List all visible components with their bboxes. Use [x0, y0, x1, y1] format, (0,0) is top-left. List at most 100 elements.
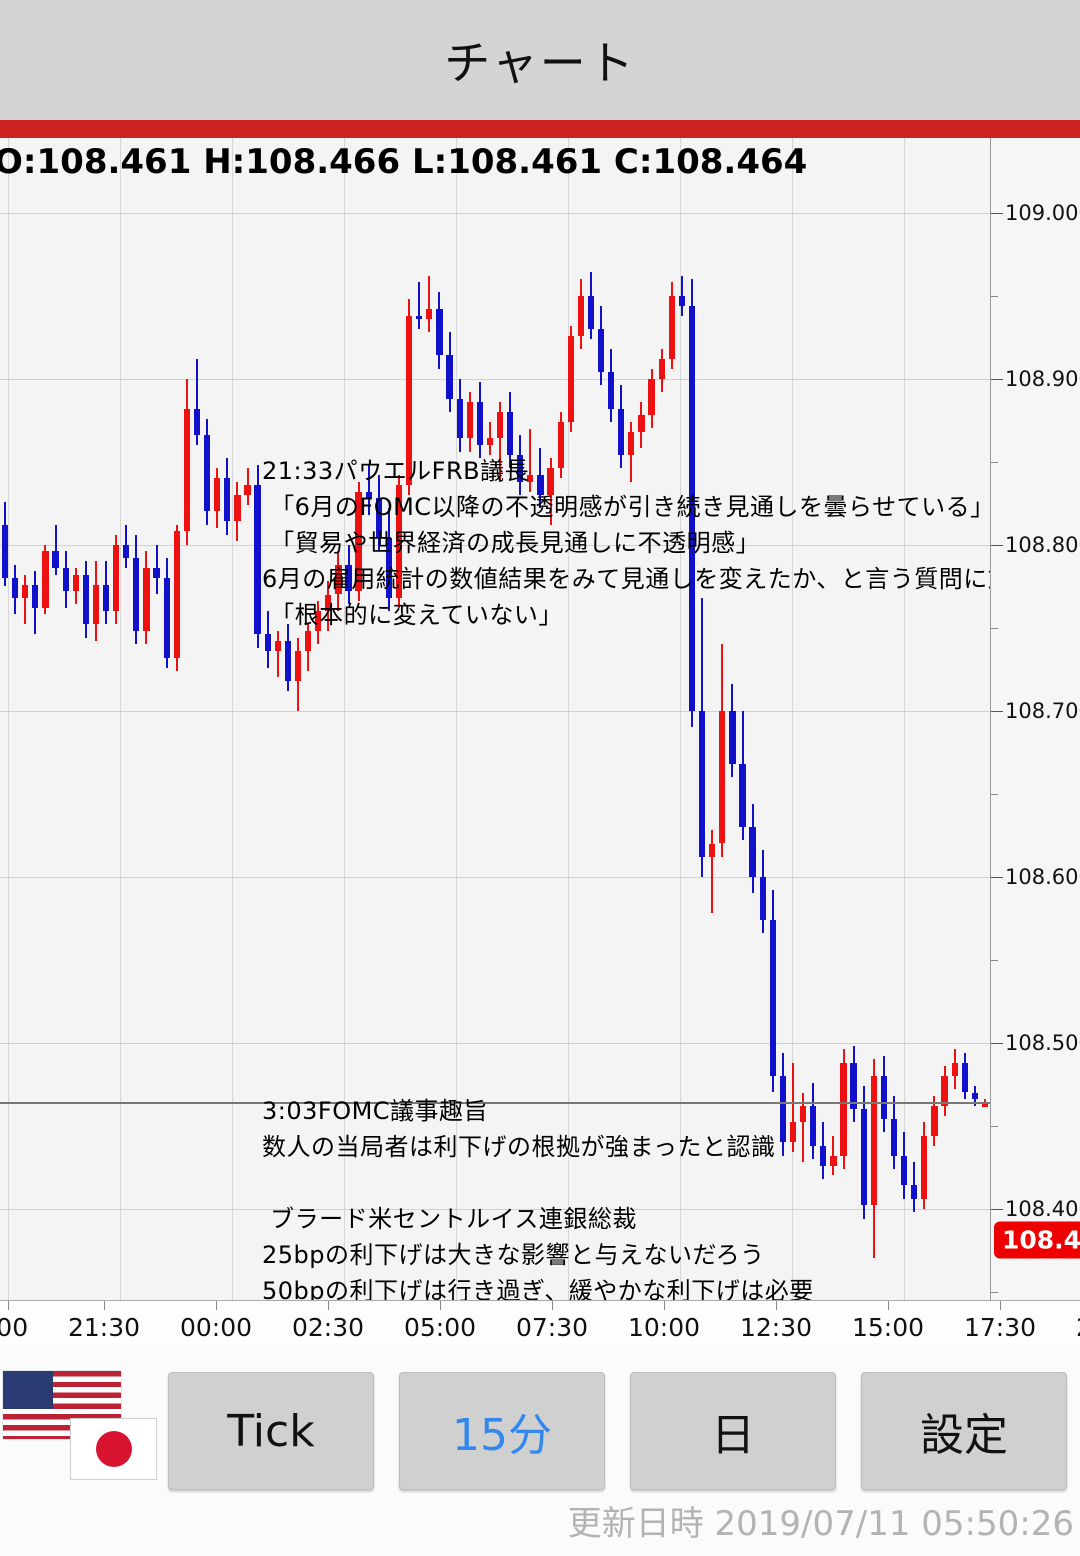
powell-annotation: 21:33パウエルFRB議長 「6月のFOMC以降の不透明感が引き続き見通しを曇…	[262, 457, 990, 629]
time-tick-mark	[8, 1301, 9, 1310]
candle-body	[375, 498, 382, 539]
price-tick-mark-minor	[991, 1291, 998, 1293]
candle-body	[274, 640, 281, 651]
candle-body	[739, 763, 746, 827]
candle-body	[123, 544, 130, 558]
time-tick-label: 12:30	[739, 1313, 813, 1342]
candle-body	[82, 574, 89, 625]
candle-body	[709, 843, 716, 857]
time-tick-label: 17:30	[963, 1313, 1037, 1342]
candle-body	[355, 491, 362, 592]
candle-wick	[680, 275, 683, 316]
candle-body	[799, 1105, 807, 1123]
timeframe-button-tick[interactable]: Tick	[168, 1372, 374, 1490]
price-tick-label: 109.000	[1005, 200, 1080, 225]
candle-body	[92, 584, 100, 625]
timeframe-button-daily[interactable]: 日	[630, 1372, 836, 1490]
candle-body	[678, 295, 685, 306]
candle-body	[264, 634, 271, 651]
candle-body	[426, 308, 433, 319]
candle-body	[527, 474, 534, 482]
candle-body	[284, 640, 292, 681]
candle-body	[628, 431, 635, 456]
candle-wick	[529, 428, 532, 492]
bottom-toolbar: Tick 15分日設定 更新日時 2019/07/11 05:50:26	[0, 1350, 1080, 1556]
time-tick-mark	[328, 1301, 329, 1310]
price-tick-mark	[991, 212, 1003, 214]
price-tick-label: 108.900	[1005, 366, 1080, 391]
candle-wick	[418, 282, 421, 329]
candle-body	[62, 567, 69, 592]
time-tick-label: :00	[0, 1313, 29, 1342]
candle-wick	[276, 631, 279, 678]
candle-body	[941, 1075, 948, 1106]
candle-body	[416, 315, 423, 319]
price-tick-label: 108.500	[1005, 1030, 1080, 1055]
candle-body	[648, 378, 655, 416]
candle-body	[52, 551, 59, 568]
vertical-gridline	[568, 138, 569, 1300]
candle-body	[203, 435, 211, 512]
time-tick-mark	[104, 1301, 105, 1310]
candle-body	[224, 478, 231, 522]
candle-body	[789, 1122, 797, 1143]
time-tick-label: 02:30	[291, 1313, 365, 1342]
price-axis: 109.000 108.900 108.800 108.700 108.600 108.5…	[990, 138, 1080, 1300]
candle-body	[698, 710, 706, 857]
candle-wick	[195, 358, 198, 446]
candle-body	[214, 478, 221, 512]
price-tick-mark	[991, 1042, 1003, 1044]
current-price-badge: 108.464	[994, 1221, 1080, 1259]
candle-body	[951, 1062, 958, 1076]
candle-body	[395, 484, 403, 598]
time-tick-mark	[216, 1301, 217, 1310]
price-tick-mark-minor	[991, 295, 998, 297]
candle-body	[22, 584, 29, 598]
candle-body	[779, 1075, 787, 1143]
candle-body	[810, 1105, 817, 1146]
candle-body	[759, 876, 766, 920]
price-tick-label: 108.400	[1005, 1196, 1080, 1221]
candle-body	[436, 308, 443, 356]
candle-body	[547, 468, 554, 495]
vertical-gridline	[8, 138, 9, 1300]
horizontal-gridline	[0, 876, 990, 878]
candle-wick	[499, 401, 502, 482]
candle-body	[961, 1062, 968, 1093]
candle-body	[901, 1155, 908, 1186]
vertical-gridline	[680, 138, 681, 1300]
candle-body	[557, 421, 564, 469]
candle-body	[133, 557, 140, 631]
ohlc-readout: O:108.461 H:108.466 L:108.461 C:108.464	[0, 142, 808, 182]
candle-body	[517, 455, 524, 482]
timeframe-button-15min[interactable]: 15分	[399, 1372, 605, 1490]
candle-body	[102, 584, 110, 612]
candle-body	[618, 408, 625, 456]
candle-body	[719, 710, 726, 844]
time-axis: :00 21:30 00:00 02:30 05:00 07:30 10:00 12:30 15…	[0, 1300, 1080, 1350]
candle-body	[971, 1092, 978, 1100]
time-tick-label: 21:30	[67, 1313, 141, 1342]
candle-body	[608, 372, 615, 409]
candle-body	[173, 531, 180, 658]
candle-body	[254, 484, 261, 635]
candle-wick	[802, 1092, 805, 1163]
last-updated-text: 更新日時 2019/07/11 05:50:26	[567, 1504, 1074, 1544]
candle-body	[406, 315, 413, 485]
candle-body	[1, 524, 9, 578]
timeframe-button-settings[interactable]: 設定	[861, 1372, 1067, 1490]
usd-flag-canton	[3, 1371, 53, 1409]
candle-body	[860, 1109, 867, 1206]
chart-panel[interactable]: 21:33パウエルFRB議長 「6月のFOMC以降の不透明感が引き続き見通しを曇…	[0, 138, 1080, 1300]
candle-body	[587, 295, 595, 329]
horizontal-gridline	[0, 1208, 990, 1210]
candle-body	[325, 594, 332, 612]
price-tick-label: 108.600	[1005, 864, 1080, 889]
candle-wick	[832, 1135, 835, 1176]
price-tick-label: 108.700	[1005, 698, 1080, 723]
price-tick-mark-minor	[991, 1125, 998, 1127]
currency-pair-flags[interactable]	[2, 1370, 157, 1490]
candlestick-plot-area[interactable]: 21:33パウエルFRB議長 「6月のFOMC以降の不透明感が引き続き見通しを曇…	[0, 138, 990, 1300]
candle-body	[113, 544, 120, 612]
time-tick-label: 15:00	[851, 1313, 925, 1342]
